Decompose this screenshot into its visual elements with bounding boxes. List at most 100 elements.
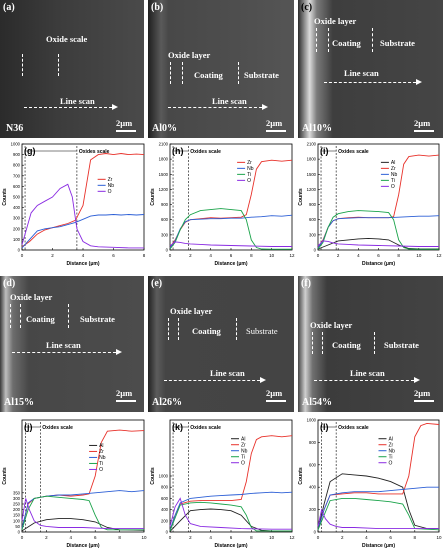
series-line-al [169,508,292,532]
panel-label: (e) [151,278,163,289]
oxides-scale-label: Oxides scale [79,149,110,155]
scale-text: 2μm [266,118,283,128]
y-tick-label: 1200 [159,187,169,192]
y-tick-label: 1500 [159,172,169,177]
series-line-nb [317,486,439,530]
y-tick-label: 2100 [159,142,169,147]
series-line-o [21,498,144,530]
series-line-nb [169,491,293,531]
legend-label: Zr [391,166,396,172]
sem-panel-a: (a) Oxide scale Line scan N36 2μm [0,0,144,138]
y-axis-label: Counts [2,467,8,484]
legend-label: Nb [99,455,106,461]
x-tick-label: 2 [341,535,344,540]
legend-label: Zr [247,160,252,166]
y-tick-label: 900 [13,152,21,157]
legend-label: O [241,461,245,467]
sample-label: Al10% [302,123,332,134]
series-line-o [169,241,292,247]
x-tick-label: 8 [250,253,253,258]
scale-text: 2μm [266,388,283,398]
y-tick-label: 400 [13,205,21,210]
legend-label: Al [99,443,103,449]
x-axis-label: Distance (μm) [214,543,247,549]
panel-label: (c) [301,2,313,13]
x-tick-label: 6 [230,535,233,540]
legend-label: Ti [391,178,395,184]
y-tick-label: 2100 [307,142,317,147]
y-tick-label: 400 [161,507,169,512]
annotation-oxide-layer: Oxide layer [10,292,53,302]
sample-label: Al26% [152,397,182,408]
y-tick-label: 0 [166,248,169,253]
x-tick-label: 8 [143,253,146,258]
annotation-oxide-scale: Oxide scale [46,34,88,44]
legend-label: Nb [389,449,396,455]
x-tick-label: 2 [45,535,48,540]
y-tick-label: 0 [166,530,169,535]
chart-g: (g)0 2 4 6 801002003004005006007008009001000… [0,140,148,268]
y-tick-label: 1800 [307,157,317,162]
sem-panel-c: (c) Oxide layer Coating Substrate Line s… [298,0,443,138]
legend-label: Zr [241,443,246,449]
y-tick-label: 400 [309,485,317,490]
scale-text: 2μm [116,118,133,128]
y-tick-label: 100 [13,518,21,523]
y-tick-label: 250 [13,502,21,507]
x-tick-label: 0 [317,535,320,540]
legend-label: Al [391,160,395,166]
y-tick-label: 600 [161,496,169,501]
oxides-scale-label: Oxides scale [190,425,221,431]
annotation-coating: Coating [192,326,221,336]
y-tick-label: 300 [161,232,169,237]
series-line-zr [169,435,293,531]
legend-label: Zr [389,443,394,449]
y-tick-label: 0 [314,248,317,253]
legend-label: O [389,461,393,467]
annotation-oxide-layer: Oxide layer [314,16,357,26]
annotation-coating: Coating [332,38,361,48]
y-tick-label: 300 [13,496,21,501]
y-axis-label: Counts [2,188,8,205]
y-tick-label: 300 [13,216,21,221]
series-line-ti [21,495,144,531]
line-scan-label: Line scan [212,96,247,106]
y-tick-label: 1500 [307,172,317,177]
x-tick-label: 4 [357,253,360,258]
legend-label: Ti [99,461,103,467]
x-tick-label: 4 [70,535,73,540]
oxides-scale-label: Oxides scale [338,149,369,155]
x-tick-label: 8 [414,535,417,540]
x-tick-label: 2 [189,535,192,540]
x-tick-label: 12 [289,253,295,258]
x-tick-label: 0 [21,253,24,258]
series-line-ti [169,501,292,532]
series-line-ti [317,210,439,250]
sem-panel-e: (e) Oxide layer Coating Substrate Line s… [148,276,294,412]
legend-label: Nb [391,172,398,178]
y-axis-label: Counts [298,188,304,205]
x-tick-label: 2 [51,253,54,258]
y-tick-label: 150 [13,513,21,518]
scale-text: 2μm [116,388,133,398]
x-tick-label: 10 [269,535,275,540]
series-line-o [21,183,144,249]
y-tick-label: 200 [13,226,21,231]
annotation-substrate: Substrate [244,70,279,80]
sem-panel-f: (f) Oxide layer Coating Substrate Line s… [298,276,443,412]
series-line-al [317,473,439,530]
series-line-o [317,240,439,247]
x-tick-label: 0 [169,253,172,258]
y-tick-label: 900 [161,202,169,207]
y-tick-label: 800 [13,163,21,168]
legend-label: Ti [247,172,251,178]
series-line-nb [21,490,145,529]
y-tick-label: 500 [13,195,21,200]
x-tick-label: 4 [365,535,368,540]
plot-frame [317,143,440,251]
sample-label: Al54% [302,397,332,408]
sem-panel-d: (d) Oxide layer Coating Substrate Line s… [0,276,144,412]
legend-label: Al [389,437,393,443]
y-tick-label: 600 [13,184,21,189]
